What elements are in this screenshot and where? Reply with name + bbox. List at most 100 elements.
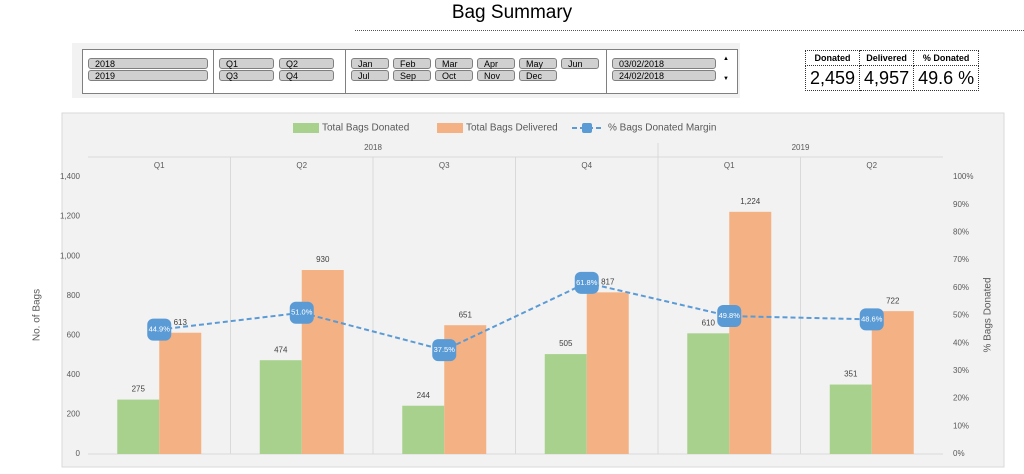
- y2-tick-label: 70%: [953, 255, 969, 264]
- y-tick-label: 1,400: [60, 172, 81, 181]
- x-tick-label: Q1: [724, 161, 735, 170]
- line-marker: [859, 308, 884, 331]
- slicer-item[interactable]: 24/02/2018: [612, 70, 716, 81]
- slicer-item[interactable]: Q4: [279, 70, 334, 81]
- slicer-item[interactable]: Feb: [393, 58, 431, 69]
- kpi-value: 49.6 %: [913, 65, 980, 91]
- slicer-item[interactable]: Jun: [561, 58, 599, 69]
- data-label: 474: [274, 345, 288, 354]
- bar: [259, 360, 302, 454]
- kpi-value: 4,957: [859, 65, 915, 91]
- bar: [402, 405, 445, 454]
- y-tick-label: 400: [67, 370, 81, 379]
- kpi-value: 2,459: [804, 65, 861, 91]
- bar: [117, 399, 160, 454]
- data-label: 351: [844, 370, 858, 379]
- slicer-item[interactable]: Dec: [519, 70, 557, 81]
- line-marker: [432, 339, 457, 362]
- bar: [871, 311, 914, 454]
- data-label: 613: [174, 318, 188, 327]
- data-label: 48.6%: [861, 314, 883, 323]
- x-tick-label: Q1: [154, 161, 165, 170]
- title: Bag Summary: [451, 2, 573, 23]
- data-label: 51.0%: [291, 308, 313, 317]
- data-label: 505: [559, 339, 573, 348]
- slicer-item[interactable]: Q2: [279, 58, 334, 69]
- kpi-header: Delivered: [859, 50, 915, 66]
- line: [159, 281, 872, 352]
- line-marker: [717, 305, 742, 328]
- bar: [829, 384, 872, 454]
- y-tick-label: 1,000: [60, 251, 81, 260]
- data-label: 1,224: [740, 197, 761, 206]
- line-marker: [574, 271, 599, 294]
- slicer-item[interactable]: Q3: [219, 70, 274, 81]
- bar: [159, 332, 202, 454]
- title-rule: [355, 30, 1024, 31]
- month-slicer: Jan Feb Mar Apr May Jun Jul Sep Oct Nov Dec: [345, 49, 607, 94]
- kpi-header: Donated: [804, 50, 861, 66]
- x-tick-label: Q3: [439, 161, 450, 170]
- legend-label: Total Bags Donated: [322, 123, 409, 134]
- y2-tick-label: 90%: [953, 200, 969, 209]
- legend-swatch: [582, 123, 592, 133]
- x-tick-label: Q4: [581, 161, 592, 170]
- legend-swatch: [293, 123, 319, 133]
- y2-tick-label: 60%: [953, 283, 969, 292]
- bar: [586, 292, 629, 454]
- data-label: 244: [417, 391, 431, 400]
- bar: [687, 333, 730, 454]
- slicer-item[interactable]: Jan: [351, 58, 389, 69]
- y2-tick-label: 80%: [953, 228, 969, 237]
- quarter-slicer: Q1 Q2 Q3 Q4: [213, 49, 346, 94]
- scroll-up[interactable]: ▲: [723, 56, 729, 62]
- slicer-item[interactable]: Oct: [435, 70, 473, 81]
- y2-tick-label: 10%: [953, 421, 969, 430]
- y-tick-label: 800: [67, 291, 81, 300]
- y2-tick-label: 50%: [953, 311, 969, 320]
- y-axis-title: No. of Bags: [32, 289, 43, 341]
- slicer-item[interactable]: Apr: [477, 58, 515, 69]
- slicer-item[interactable]: Sep: [393, 70, 431, 81]
- data-label: 930: [316, 255, 330, 264]
- slicer-item[interactable]: Nov: [477, 70, 515, 81]
- bar: [301, 269, 344, 454]
- date-slicer: ▲ ▼ 03/02/2018 24/02/2018: [606, 49, 738, 94]
- y-tick-label: 200: [67, 410, 81, 419]
- y2-tick-label: 20%: [953, 394, 969, 403]
- data-label: 275: [132, 385, 146, 394]
- slicer-item[interactable]: May: [519, 58, 557, 69]
- data-label: 651: [459, 310, 473, 319]
- y2-tick-label: 40%: [953, 338, 969, 347]
- legend-label: Total Bags Delivered: [466, 123, 558, 134]
- y-tick-label: 0: [76, 449, 81, 458]
- slicer-item[interactable]: 2019: [88, 70, 208, 81]
- kpi-table: Donated Delivered% Donated 2,459 4,957 49.6 …: [804, 50, 980, 91]
- data-label: 44.9%: [149, 325, 171, 334]
- y2-tick-label: 0%: [953, 449, 965, 458]
- bar: [729, 211, 772, 454]
- data-label: 37.5%: [434, 345, 456, 354]
- slicer-item[interactable]: Q1: [219, 58, 274, 69]
- slicer-item[interactable]: Mar: [435, 58, 473, 69]
- scroll-down[interactable]: ▼: [723, 76, 729, 82]
- x-tick-label: Q2: [296, 161, 307, 170]
- bar: [544, 354, 587, 454]
- data-label: 610: [702, 318, 716, 327]
- data-label: 49.8%: [719, 311, 741, 320]
- y2-axis-title: % Bags Donated: [983, 277, 994, 352]
- slicer-item[interactable]: 03/02/2018: [612, 58, 716, 69]
- kpi-header: % Donated: [913, 50, 980, 66]
- slicer-item[interactable]: 2018: [88, 58, 208, 69]
- legend-label: % Bags Donated Margin: [608, 123, 716, 134]
- legend-swatch: [437, 123, 463, 133]
- data-label: 722: [886, 296, 900, 305]
- line-marker: [289, 301, 314, 324]
- slicer-item[interactable]: Jul: [351, 70, 389, 81]
- y-tick-label: 600: [67, 330, 81, 339]
- y2-tick-label: 30%: [953, 366, 969, 375]
- year-slicer: 2018 2019: [82, 49, 214, 94]
- x-tick-label: Q2: [866, 161, 877, 170]
- data-label: 61.8%: [576, 278, 598, 287]
